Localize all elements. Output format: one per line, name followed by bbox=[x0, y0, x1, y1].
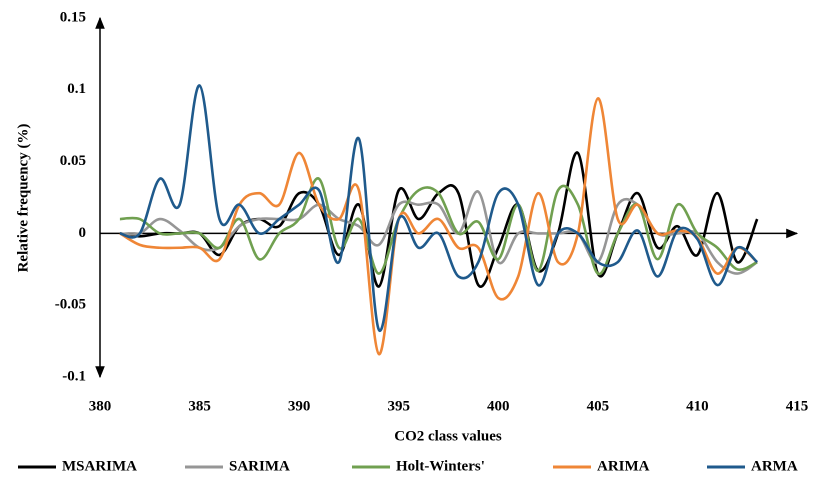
series-line bbox=[119, 97, 759, 356]
y-tick-label: 0.15 bbox=[60, 9, 86, 25]
legend-label: ARMA bbox=[751, 458, 798, 474]
legend-label: Holt-Winters' bbox=[396, 458, 485, 474]
x-tick-label: 380 bbox=[89, 398, 112, 414]
x-tick-label: 390 bbox=[288, 398, 311, 414]
y-tick-label: -0.1 bbox=[62, 368, 86, 384]
y-tick-label: 0 bbox=[79, 225, 87, 241]
y-tick-label: 0.1 bbox=[67, 81, 86, 97]
x-tick-label: 415 bbox=[786, 398, 809, 414]
x-tick-label: 405 bbox=[587, 398, 610, 414]
legend-label: MSARIMA bbox=[62, 458, 137, 474]
y-axis-title: Relative frequency (%) bbox=[15, 124, 31, 273]
x-axis-title: CO2 class values bbox=[394, 428, 502, 444]
y-tick-label: 0.05 bbox=[60, 153, 86, 169]
x-tick-label: 385 bbox=[188, 398, 211, 414]
series-line bbox=[119, 151, 759, 288]
x-tick-label: 410 bbox=[686, 398, 709, 414]
legend-label: ARIMA bbox=[597, 458, 650, 474]
y-tick-label: -0.05 bbox=[55, 297, 86, 313]
x-tick-label: 400 bbox=[487, 398, 510, 414]
legend-label: SARIMA bbox=[229, 458, 290, 474]
series-line bbox=[119, 84, 759, 332]
x-tick-label: 395 bbox=[387, 398, 410, 414]
